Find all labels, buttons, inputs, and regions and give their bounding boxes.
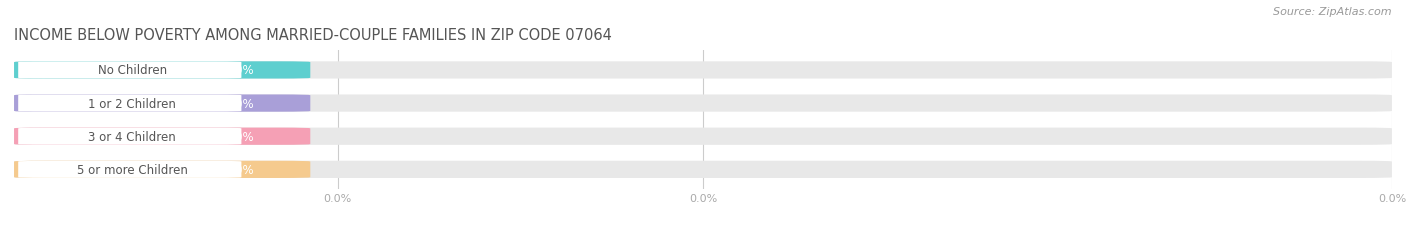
FancyBboxPatch shape <box>18 95 242 112</box>
FancyBboxPatch shape <box>14 161 1392 178</box>
Text: 5 or more Children: 5 or more Children <box>77 163 188 176</box>
FancyBboxPatch shape <box>18 62 242 79</box>
FancyBboxPatch shape <box>14 128 1392 145</box>
FancyBboxPatch shape <box>18 161 242 178</box>
FancyBboxPatch shape <box>14 62 311 79</box>
FancyBboxPatch shape <box>14 161 311 178</box>
FancyBboxPatch shape <box>14 95 1392 112</box>
Text: INCOME BELOW POVERTY AMONG MARRIED-COUPLE FAMILIES IN ZIP CODE 07064: INCOME BELOW POVERTY AMONG MARRIED-COUPL… <box>14 28 612 43</box>
FancyBboxPatch shape <box>14 62 1392 79</box>
FancyBboxPatch shape <box>18 128 242 145</box>
Text: 0.0%: 0.0% <box>225 163 254 176</box>
Text: No Children: No Children <box>98 64 167 77</box>
FancyBboxPatch shape <box>14 95 311 112</box>
Text: 0.0%: 0.0% <box>225 130 254 143</box>
Text: 0.0%: 0.0% <box>225 97 254 110</box>
Text: 0.0%: 0.0% <box>225 64 254 77</box>
Text: Source: ZipAtlas.com: Source: ZipAtlas.com <box>1274 7 1392 17</box>
Text: 1 or 2 Children: 1 or 2 Children <box>89 97 176 110</box>
Text: 3 or 4 Children: 3 or 4 Children <box>89 130 176 143</box>
FancyBboxPatch shape <box>14 128 311 145</box>
